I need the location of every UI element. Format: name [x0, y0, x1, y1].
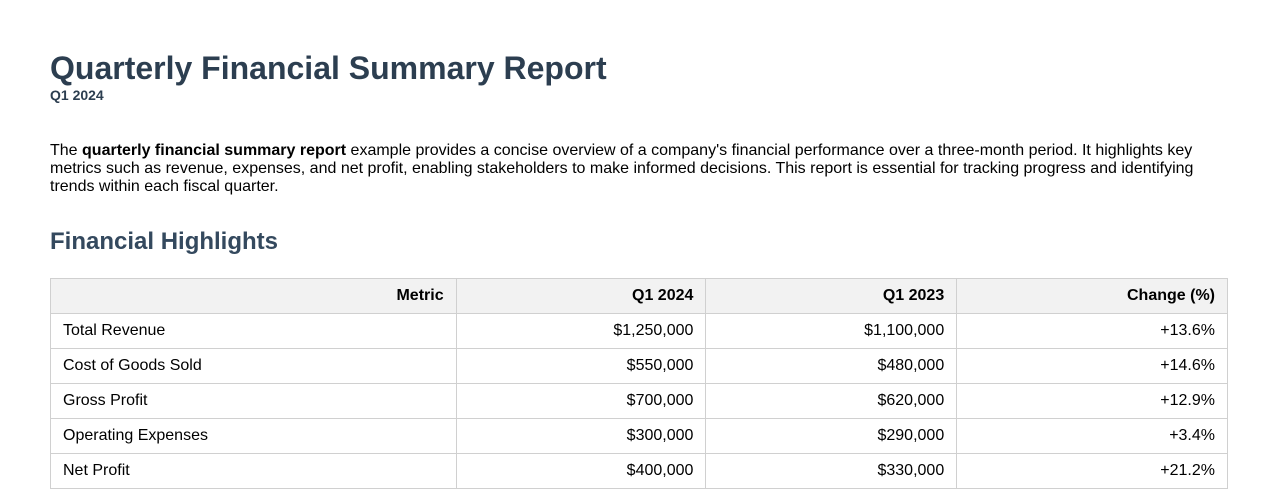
report-page: Quarterly Financial Summary Report Q1 20…: [50, 50, 1228, 489]
intro-emphasis: quarterly financial summary report: [82, 142, 347, 159]
q1-2023-cell: $620,000: [705, 383, 958, 419]
q1-2024-cell: $700,000: [455, 383, 707, 419]
column-header-change: Change (%): [956, 278, 1228, 314]
q1-2024-cell: $400,000: [455, 453, 707, 489]
metric-cell: Total Revenue: [50, 313, 457, 349]
metric-cell: Operating Expenses: [50, 418, 457, 454]
column-header-metric: Metric: [50, 278, 457, 314]
q1-2024-cell: $1,250,000: [455, 313, 707, 349]
table-header-row: Metric Q1 2024 Q1 2023 Change (%): [50, 278, 1228, 314]
intro-paragraph: The quarterly financial summary report e…: [50, 142, 1210, 196]
table-row: Gross Profit $700,000 $620,000 +12.9%: [50, 383, 1228, 419]
q1-2023-cell: $1,100,000: [705, 313, 958, 349]
q1-2023-cell: $290,000: [705, 418, 958, 454]
financial-highlights-table: Metric Q1 2024 Q1 2023 Change (%) Total …: [50, 278, 1228, 489]
report-period: Q1 2024: [50, 87, 104, 103]
page-title: Quarterly Financial Summary Report: [50, 50, 607, 86]
metric-cell: Gross Profit: [50, 383, 457, 419]
table-row: Operating Expenses $300,000 $290,000 +3.…: [50, 418, 1228, 454]
q1-2024-cell: $300,000: [455, 418, 707, 454]
metric-cell: Cost of Goods Sold: [50, 348, 457, 384]
change-cell: +13.6%: [956, 313, 1228, 349]
column-header-q1-2024: Q1 2024: [455, 278, 707, 314]
intro-text-end: example provides a concise overview of a…: [50, 142, 1194, 195]
q1-2023-cell: $330,000: [705, 453, 958, 489]
change-cell: +3.4%: [956, 418, 1228, 454]
change-cell: +12.9%: [956, 383, 1228, 419]
table-row: Net Profit $400,000 $330,000 +21.2%: [50, 453, 1228, 489]
table-row: Total Revenue $1,250,000 $1,100,000 +13.…: [50, 313, 1228, 349]
column-header-q1-2023: Q1 2023: [705, 278, 958, 314]
intro-text-start: The: [50, 142, 83, 159]
q1-2024-cell: $550,000: [455, 348, 707, 384]
change-cell: +14.6%: [956, 348, 1228, 384]
change-cell: +21.2%: [956, 453, 1228, 489]
table-row: Cost of Goods Sold $550,000 $480,000 +14…: [50, 348, 1228, 384]
section-heading-financial-highlights: Financial Highlights: [50, 228, 279, 255]
metric-cell: Net Profit: [50, 453, 457, 489]
q1-2023-cell: $480,000: [705, 348, 958, 384]
